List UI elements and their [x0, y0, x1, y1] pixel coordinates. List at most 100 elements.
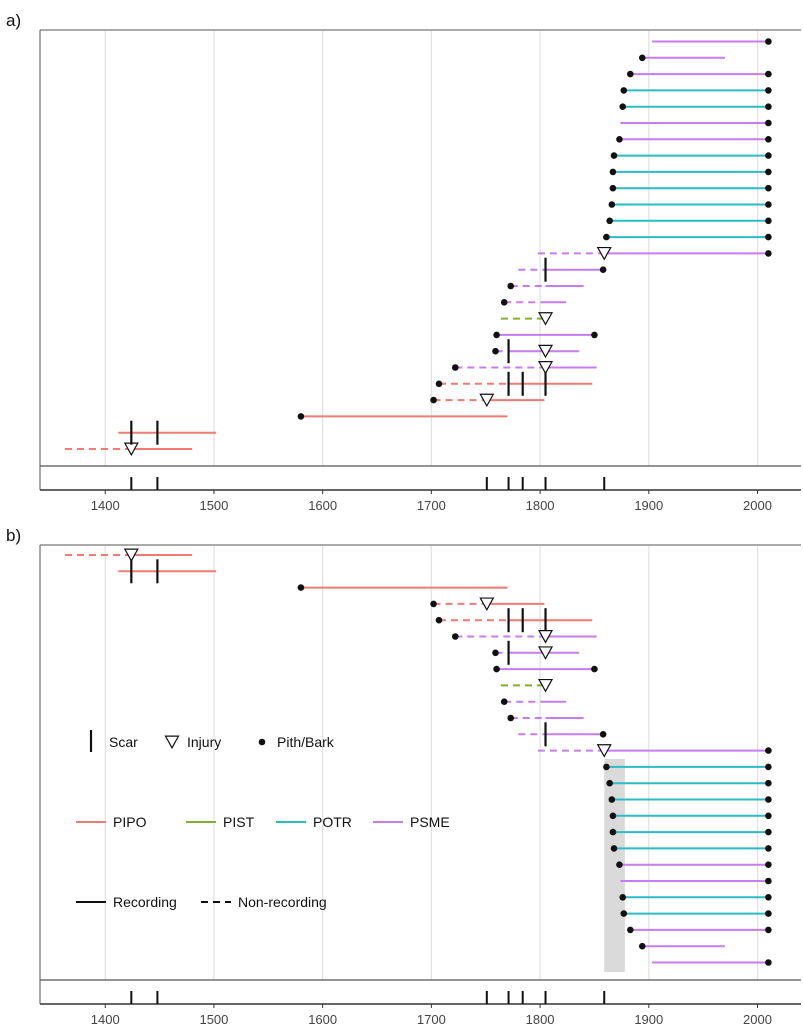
series-psme — [493, 331, 598, 339]
pith-dot — [492, 649, 499, 657]
pith-dot — [638, 54, 646, 62]
pith-dot — [620, 910, 628, 917]
bark-dot — [765, 779, 772, 787]
bark-dot — [765, 845, 772, 852]
pith-dot — [619, 894, 627, 901]
pith-dot — [451, 364, 459, 371]
injury-marker — [538, 630, 554, 644]
pith-dot — [492, 347, 499, 355]
legend-label-pist: PIST — [223, 814, 255, 830]
legend-label-potr: POTR — [313, 814, 352, 830]
bark-dot — [765, 87, 772, 94]
pith-dot — [610, 152, 618, 159]
pith-dot — [435, 616, 443, 624]
legend-pith-label: Pith/Bark — [277, 734, 335, 750]
legend: Scar Injury Pith/Bark PIPO PIST POTR PSME Recor… — [76, 730, 450, 910]
series-psme — [518, 257, 607, 282]
legend-injury-label: Injury — [187, 734, 221, 750]
legend-label-psme: PSME — [410, 814, 450, 830]
injury-marker — [538, 344, 554, 359]
pith-dot — [609, 828, 617, 836]
pith-dot — [603, 763, 610, 771]
pith-dot — [638, 942, 646, 950]
bark-dot — [765, 877, 772, 885]
series-psme — [638, 942, 725, 950]
series-pipo — [297, 584, 508, 591]
series-psme — [518, 722, 607, 747]
tick-label: 1500 — [199, 1012, 228, 1027]
injury-marker — [538, 678, 554, 693]
tick-label: 1500 — [199, 498, 228, 513]
tick-label: 1400 — [91, 1012, 120, 1027]
bark-dot — [765, 168, 772, 176]
pith-dot — [609, 184, 617, 192]
series-potr — [603, 233, 772, 241]
series-potr — [610, 152, 772, 159]
pith-dot — [609, 168, 617, 176]
injury-marker — [479, 393, 495, 408]
pith-dot — [620, 87, 628, 94]
injury-marker — [479, 597, 495, 611]
tick-label: 1800 — [526, 498, 555, 513]
tick-label: 1800 — [526, 1012, 555, 1027]
bark-dot — [765, 861, 772, 868]
tick-label: 1600 — [308, 1012, 337, 1027]
injury-marker — [596, 744, 612, 758]
pith-dot — [493, 331, 500, 339]
bark-dot — [591, 331, 598, 339]
series-potr — [620, 87, 772, 94]
pith-dot — [619, 103, 627, 110]
bark-dot — [765, 812, 772, 820]
bark-dot — [765, 103, 772, 110]
series-psme — [537, 246, 772, 261]
bark-dot — [765, 152, 772, 159]
series-potr — [609, 184, 772, 192]
pith-dot — [603, 233, 610, 241]
series-pipo — [430, 597, 545, 611]
bark-dot — [599, 731, 607, 738]
bark-dot — [765, 184, 772, 192]
series-potr — [606, 217, 772, 225]
series-potr — [620, 910, 772, 917]
series-psme — [652, 959, 772, 966]
series-pist — [500, 312, 554, 326]
legend-scar-label: Scar — [109, 734, 138, 750]
tick-label: 2000 — [743, 498, 772, 513]
series-psme — [492, 640, 580, 665]
bark-dot — [765, 136, 772, 143]
bark-dot — [765, 894, 772, 901]
bark-dot — [591, 665, 598, 673]
pith-dot — [507, 282, 515, 290]
bark-dot — [765, 926, 772, 934]
pith-dot — [627, 926, 634, 934]
pith-dot — [451, 633, 459, 640]
pith-dot — [606, 779, 613, 787]
series-psme — [451, 361, 597, 375]
legend-recording-label: Recording — [113, 894, 177, 910]
legend-label-pipo: PIPO — [113, 814, 147, 830]
bark-dot — [765, 38, 772, 45]
series-psme — [500, 299, 567, 306]
panel-b: b) 1400 1500 1600 1700 1800 1900 2000 Scar Injury… — [6, 526, 801, 1027]
bark-dot — [765, 119, 772, 127]
panel-label: a) — [6, 11, 21, 30]
series-pipo — [118, 559, 217, 584]
pith-dot — [616, 136, 623, 143]
bark-dot — [765, 763, 772, 771]
panel-label: b) — [6, 526, 21, 545]
pith-dot — [627, 70, 634, 78]
pith-dot — [610, 845, 618, 852]
pith-dot — [430, 600, 437, 608]
tick-label: 1400 — [91, 498, 120, 513]
legend-pith-symbol — [258, 738, 266, 746]
injury-marker — [538, 312, 554, 326]
series-psme — [620, 119, 772, 127]
series-pist — [500, 678, 554, 693]
series-pipo — [435, 608, 593, 633]
bark-dot — [765, 959, 772, 966]
bark-dot — [765, 828, 772, 836]
panel-a: a) 1400 1500 1600 1700 1800 1900 2000 — [6, 11, 801, 513]
injury-marker — [538, 361, 554, 375]
tick-label: 1900 — [634, 498, 663, 513]
